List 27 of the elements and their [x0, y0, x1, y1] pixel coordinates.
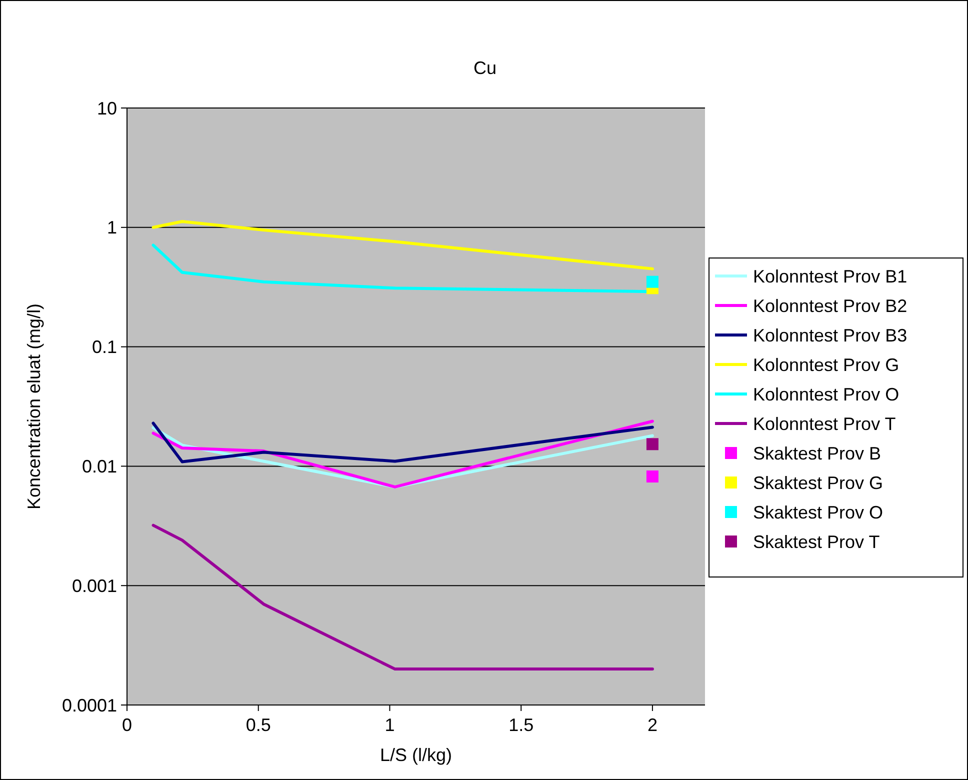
legend-label: Skaktest Prov T — [753, 532, 880, 552]
y-tick-label: 0.01 — [82, 456, 117, 476]
y-axis-title: Koncentration eluat (mg/l) — [24, 303, 44, 510]
y-tick-label: 1 — [106, 218, 117, 238]
legend-label: Skaktest Prov B — [753, 443, 882, 464]
legend-label: Kolonntest Prov B1 — [753, 266, 908, 286]
legend-label: Kolonntest Prov B2 — [753, 296, 908, 316]
x-tick-label: 0.5 — [246, 715, 271, 735]
y-tick-label: 0.001 — [72, 576, 117, 596]
chart-title: Cu — [473, 58, 497, 78]
legend-label: Skaktest Prov G — [753, 472, 884, 493]
line-series — [152, 422, 654, 464]
y-tick-label: 0.0001 — [62, 695, 117, 716]
x-tick-label: 1 — [384, 715, 395, 735]
legend-label: Skaktest Prov O — [753, 502, 884, 522]
y-tick-label: 10 — [96, 98, 117, 118]
legend-label: Kolonntest Prov B3 — [753, 325, 908, 346]
legend-label: Kolonntest Prov T — [753, 414, 896, 434]
legend-label: Kolonntest Prov G — [753, 354, 900, 375]
x-axis-title: L/S (l/kg) — [380, 745, 452, 765]
line-series — [152, 524, 654, 671]
legend-label: Kolonntest Prov O — [753, 384, 900, 404]
line-series — [152, 220, 654, 270]
x-tick-label: 2 — [647, 715, 658, 735]
y-tick-label: 0.1 — [92, 337, 117, 358]
x-tick-label: 1.5 — [508, 715, 534, 735]
x-tick-label: 0 — [122, 715, 132, 735]
